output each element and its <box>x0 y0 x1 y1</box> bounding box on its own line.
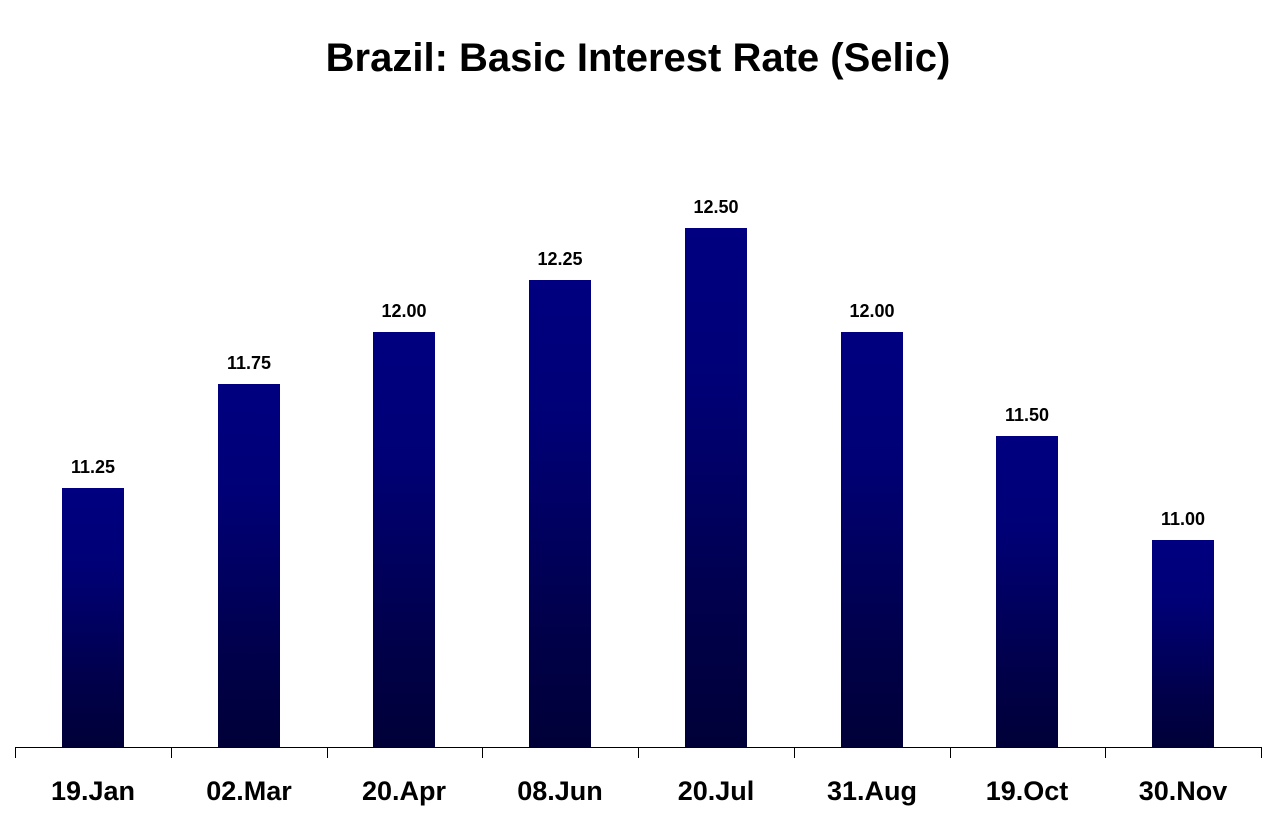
chart-title: Brazil: Basic Interest Rate (Selic) <box>325 36 951 80</box>
x-axis-label: 31.Aug <box>826 776 918 806</box>
data-label: 12.00 <box>381 301 427 321</box>
data-label: 12.00 <box>849 301 895 321</box>
x-axis-label: 30.Nov <box>1138 776 1228 806</box>
bar-20-jul <box>685 228 747 747</box>
x-axis-tick <box>327 747 328 758</box>
bar-08-jun <box>529 280 591 747</box>
data-label: 11.75 <box>226 353 272 373</box>
x-axis-label: 20.Jul <box>677 776 755 806</box>
bar-19-oct <box>996 436 1058 747</box>
bar-20-apr <box>373 332 435 747</box>
x-axis-tick <box>950 747 951 758</box>
bar-02-mar <box>218 384 280 747</box>
plot-area: 11.25 19.Jan 11.75 02.Mar 12.00 20.Apr 12.25 08… <box>15 0 1262 832</box>
bar-19-jan <box>62 488 124 747</box>
x-axis-tick <box>794 747 795 758</box>
x-axis-tick <box>171 747 172 758</box>
x-axis-label: 02.Mar <box>206 776 292 806</box>
data-label: 11.50 <box>1004 405 1050 425</box>
x-axis-tick <box>1261 747 1262 758</box>
x-axis-label: 20.Apr <box>361 776 447 806</box>
data-label: 12.50 <box>693 197 739 217</box>
data-label: 12.25 <box>537 249 583 269</box>
x-axis-tick <box>638 747 639 758</box>
x-axis-tick <box>482 747 483 758</box>
data-label: 11.00 <box>1160 509 1206 529</box>
x-axis-label: 08.Jun <box>517 776 603 806</box>
x-axis-tick <box>15 747 16 758</box>
x-axis-label: 19.Jan <box>50 776 136 806</box>
bar-30-nov <box>1152 540 1214 748</box>
bar-31-aug <box>841 332 903 747</box>
x-axis-label: 19.Oct <box>985 776 1069 806</box>
x-axis-tick <box>1105 747 1106 758</box>
data-label: 11.25 <box>70 457 116 477</box>
